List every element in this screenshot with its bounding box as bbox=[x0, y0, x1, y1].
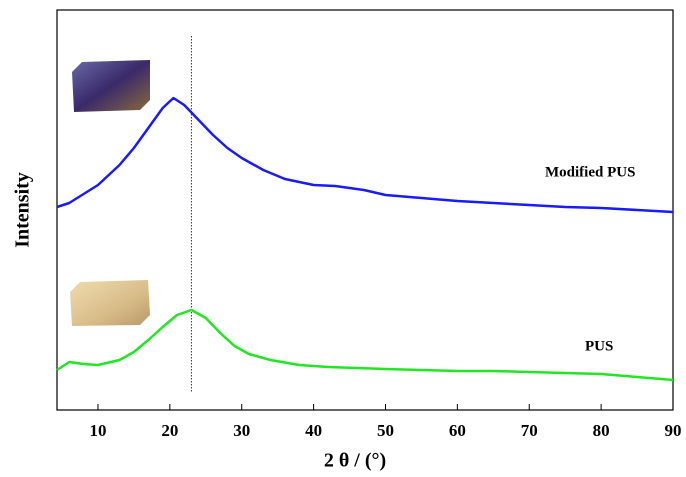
x-axis-title: 2 θ / (°) bbox=[324, 450, 386, 472]
data-line bbox=[56, 96, 674, 214]
x-tick-label: 10 bbox=[89, 421, 106, 440]
data-line bbox=[56, 308, 674, 382]
x-tick-label: 80 bbox=[593, 421, 610, 440]
y-axis-title: Intensity bbox=[12, 172, 34, 248]
foam-image-pus bbox=[70, 280, 150, 326]
x-tick-label: 60 bbox=[449, 421, 466, 440]
foam-image-modified bbox=[72, 60, 150, 112]
x-tick-label: 30 bbox=[233, 421, 250, 440]
series-label: Modified PUS bbox=[545, 164, 635, 180]
series-label: PUS bbox=[585, 338, 613, 354]
x-tick-label: 90 bbox=[665, 421, 682, 440]
plot-frame bbox=[56, 9, 674, 411]
x-tick-label: 50 bbox=[377, 421, 394, 440]
x-tick-label: 20 bbox=[161, 421, 178, 440]
x-tick-label: 70 bbox=[521, 421, 538, 440]
x-tick-label: 40 bbox=[305, 421, 322, 440]
